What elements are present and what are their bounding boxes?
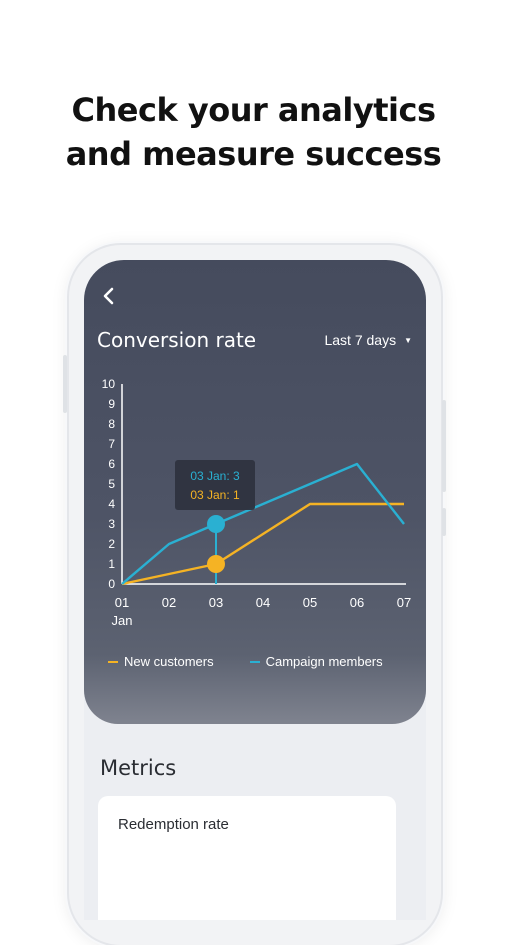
legend-item-new-customers: New customers (108, 654, 214, 669)
y-tick-label: 3 (108, 517, 115, 531)
x-tick-label: 01 (115, 595, 129, 610)
x-tick-label: 05 (303, 595, 317, 610)
caret-down-icon: ▼ (404, 335, 412, 345)
x-tick-label: 07 (397, 595, 411, 610)
y-tick-label: 6 (108, 457, 115, 471)
legend-label-campaign-members: Campaign members (265, 654, 383, 669)
tooltip-box (175, 460, 255, 510)
y-tick-label: 10 (102, 377, 116, 391)
x-tick-label: 03 (209, 595, 223, 610)
period-label: Last 7 days (324, 332, 397, 348)
redemption-rate-label: Redemption rate (118, 816, 229, 833)
chart-legend: New customers Campaign members (108, 654, 383, 669)
chevron-left-icon (103, 287, 114, 305)
tooltip-line-campaign-members: 03 Jan: 3 (190, 469, 240, 483)
y-tick-label: 9 (108, 397, 115, 411)
metrics-heading: Metrics (100, 756, 177, 780)
back-button[interactable] (96, 284, 120, 308)
tooltip-line-new-customers: 03 Jan: 1 (190, 488, 240, 502)
redemption-rate-card[interactable]: Redemption rate (98, 796, 396, 920)
phone-side-button-right-upper (442, 400, 446, 492)
legend-item-campaign-members: Campaign members (249, 654, 383, 669)
highlight-point-campaign-members (207, 515, 225, 533)
x-tick-label: 04 (256, 595, 270, 610)
series-line-campaign-members (121, 462, 405, 585)
y-tick-label: 7 (108, 437, 115, 451)
y-tick-label: 1 (108, 557, 115, 571)
headline-line-2: and measure success (65, 135, 442, 173)
phone-side-button-left (63, 355, 67, 413)
x-tick-label: 06 (350, 595, 364, 610)
period-dropdown[interactable]: Last 7 days ▼ (324, 332, 412, 348)
legend-swatch-campaign-members (249, 660, 260, 663)
phone-side-button-right-lower (442, 508, 446, 536)
legend-swatch-new-customers (108, 660, 118, 663)
y-tick-label: 4 (108, 497, 115, 511)
headline-line-1: Check your analytics (71, 91, 436, 129)
x-tick-label: 02 (162, 595, 176, 610)
series-line-new-customers (121, 502, 404, 586)
y-tick-label: 0 (108, 577, 115, 591)
y-tick-label: 8 (108, 417, 115, 431)
headline: Check your analytics and measure success (0, 88, 507, 176)
page-title: Conversion rate (97, 328, 257, 352)
y-tick-label: 2 (108, 537, 115, 551)
legend-label-new-customers: New customers (124, 654, 214, 669)
y-tick-label: 5 (108, 477, 115, 491)
x-tick-sublabel: Jan (112, 613, 133, 628)
highlight-point-new-customers (207, 555, 225, 573)
